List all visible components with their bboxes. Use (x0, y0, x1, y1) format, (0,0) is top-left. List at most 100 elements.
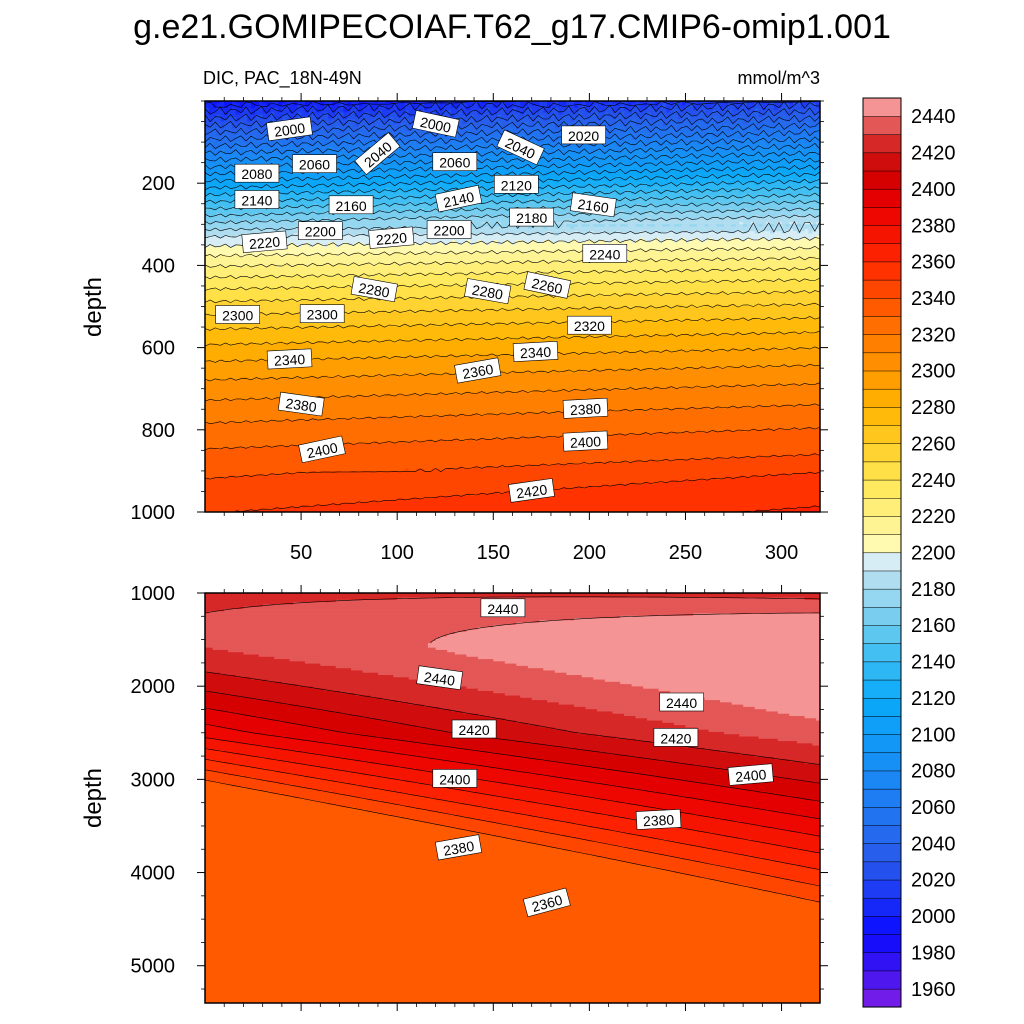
contour-band-cell (504, 192, 510, 196)
contour-band-cell (308, 244, 314, 248)
contour-band-cell (712, 116, 717, 120)
contour-band-cell (589, 219, 598, 223)
contour-band-cell (816, 112, 820, 116)
contour-band-cell (623, 146, 629, 150)
contour-band-cell (347, 164, 460, 168)
contour-band-cell (281, 176, 287, 180)
contour-band-cell (401, 187, 414, 191)
contour-band-cell (604, 164, 614, 168)
contour-band-cell (527, 390, 533, 394)
contour-band-cell (374, 121, 383, 125)
contour-band-cell (401, 194, 410, 198)
contour-band-cell (228, 327, 233, 330)
contour-band-cell (389, 132, 398, 136)
contour-band-cell (312, 185, 318, 189)
contour-band-cell (643, 249, 648, 253)
contour-band-cell (658, 107, 667, 111)
contour-band-cell (770, 167, 779, 171)
contour-band-cell (216, 110, 225, 114)
contour-band-cell (347, 176, 352, 180)
contour-band-cell (727, 333, 733, 337)
contour-band-cell (812, 238, 820, 241)
contour-band-cell (612, 107, 621, 111)
contour-band-cell (704, 167, 713, 171)
contour-band-cell (205, 295, 452, 298)
contour-band-cell (566, 151, 575, 155)
contour-band-cell (285, 244, 298, 248)
contour-band-cell (666, 203, 675, 207)
contour-band-cell (712, 292, 717, 296)
contour-band-cell (766, 123, 779, 127)
contour-band-cell (377, 105, 387, 109)
contour-band-cell (235, 235, 245, 239)
contour-band-cell (304, 101, 314, 104)
contour-band-cell (397, 114, 402, 118)
contour-band-cell (612, 123, 625, 127)
contour-band-cell (796, 279, 802, 282)
contour-band-cell (616, 114, 625, 118)
contour-band-cell (558, 185, 567, 189)
contour-band-cell (351, 226, 364, 230)
contour-band-cell (205, 301, 813, 305)
contour-band-cell (673, 135, 679, 139)
contour-band-cell (554, 116, 564, 120)
contour-band-cell (493, 153, 498, 157)
contour-band-cell (416, 180, 429, 184)
contour-band-cell (650, 219, 656, 223)
contour-band-cell (693, 153, 702, 157)
contour-band-cell (205, 253, 214, 257)
contour-band-cell (351, 160, 356, 164)
contour-band-cell (343, 190, 348, 193)
contour-band-cell (770, 110, 783, 114)
contour-band-cell (681, 196, 690, 200)
contour-band-cell (393, 183, 398, 187)
contour-band-cell (754, 128, 760, 132)
contour-band-cell (650, 258, 664, 262)
contour-band-cell (689, 176, 694, 180)
contour-band-cell (773, 137, 779, 141)
contour-band-cell (347, 110, 352, 114)
contour-band-cell (593, 352, 606, 356)
contour-band-cell (331, 183, 337, 187)
contour-band-cell (205, 119, 210, 123)
contour-band-cell (500, 201, 510, 205)
contour-band-cell (654, 169, 664, 173)
contour-band-cell (301, 114, 310, 118)
contour-band-cell (243, 137, 248, 141)
contour-band-cell (639, 128, 648, 132)
contour-band-cell (808, 228, 817, 232)
contour-band-cell (616, 142, 625, 145)
contour-band-cell (773, 258, 779, 262)
contour-band-cell (416, 142, 421, 145)
contour-band-cell (285, 101, 295, 104)
contour-band-cell (570, 352, 575, 356)
contour-band-cell (320, 297, 329, 301)
contour-band-cell (285, 397, 820, 401)
contour-band-cell (623, 336, 820, 340)
contour-band-cell (670, 114, 679, 118)
contour-band-cell (812, 139, 820, 143)
contour-band-cell (466, 354, 475, 358)
contour-band-cell (316, 114, 321, 118)
contour-band-cell (796, 116, 806, 120)
contour-band-cell (643, 269, 652, 273)
contour-band-cell (712, 258, 721, 262)
contour-band-cell (623, 162, 633, 166)
contour-band-cell (208, 244, 214, 248)
contour-band-cell (785, 194, 790, 198)
contour-band-cell (554, 269, 567, 273)
contour-band-cell (789, 119, 798, 123)
contour-band-cell (723, 247, 733, 251)
contour-band-cell (335, 107, 344, 111)
contour-band-cell (723, 114, 733, 118)
contour-band-cell (312, 119, 321, 123)
contour-band-cell (731, 135, 740, 139)
contour-band-cell (205, 427, 767, 431)
contour-band-cell (581, 169, 590, 173)
contour-band-cell (608, 269, 617, 273)
contour-band-cell (535, 322, 544, 326)
contour-band-cell (612, 212, 617, 216)
contour-band-cell (689, 240, 702, 244)
contour-band-cell (474, 354, 483, 358)
contour-band-cell (205, 238, 640, 241)
